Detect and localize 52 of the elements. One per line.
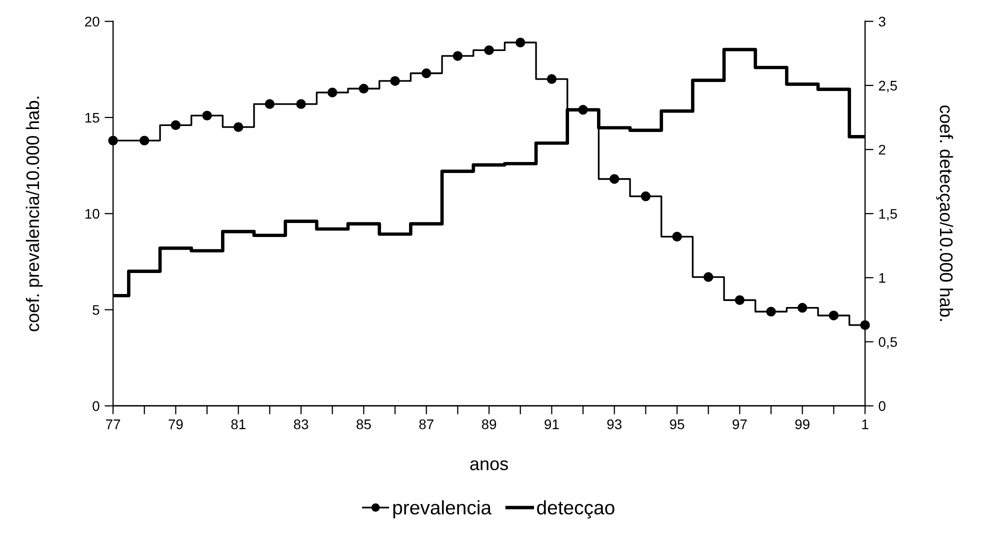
point (766, 306, 776, 317)
x-tick-label: 79 (168, 419, 183, 430)
y2-tick-label: 0 (878, 401, 886, 412)
x-tick-label: 91 (544, 419, 559, 430)
point (296, 99, 306, 109)
y2-tick-label: 1,5 (879, 209, 897, 220)
legend-label: detecçao (537, 500, 614, 518)
y-tick-label: 10 (85, 208, 100, 219)
point (640, 191, 651, 202)
point (452, 51, 463, 61)
point (202, 110, 212, 120)
point (170, 120, 181, 130)
point (546, 74, 557, 84)
point (798, 302, 808, 313)
point (422, 68, 432, 78)
point (610, 174, 620, 184)
x-axis-title: anos (470, 460, 508, 470)
x-tick-label: 83 (294, 419, 308, 430)
x-tick-label: 99 (795, 419, 810, 430)
x-tick-label: 93 (607, 419, 622, 430)
y2-axis-title: coef. detecçao/10.000 hab. (936, 105, 954, 321)
x-tick-label: 89 (482, 419, 496, 430)
x-tick-label: 95 (670, 419, 684, 430)
y-axis-title: coef. prevalencia/10.000 hab. (26, 96, 43, 332)
legend-label: prevalencia (393, 500, 492, 518)
x-tick-label: 81 (231, 419, 246, 430)
point (734, 295, 745, 305)
y2-tick-label: 3 (878, 16, 886, 27)
x-tick-label: 97 (732, 419, 747, 430)
x-tick-label: 1 (862, 420, 868, 430)
y2-tick-label: 2 (878, 144, 886, 155)
point (672, 232, 682, 242)
point (828, 310, 839, 320)
point (516, 38, 526, 48)
y2-tick-label: 1 (879, 273, 886, 283)
point (358, 84, 369, 94)
x-tick-label: 87 (419, 419, 434, 430)
point (140, 136, 150, 146)
point (390, 76, 400, 86)
y2-tick-label: 2,5 (878, 80, 897, 92)
y-tick-label: 5 (92, 305, 100, 315)
y-tick-label: 0 (92, 401, 100, 412)
point (234, 122, 244, 132)
point (704, 272, 714, 282)
x-tick-label: 77 (106, 420, 120, 430)
point (484, 45, 494, 56)
point (264, 99, 275, 109)
y-tick-label: 15 (85, 112, 100, 123)
y2-tick-label: 0,5 (878, 337, 897, 349)
y-tick-label: 20 (85, 16, 100, 27)
point (328, 88, 338, 98)
x-tick-label: 85 (356, 419, 371, 430)
